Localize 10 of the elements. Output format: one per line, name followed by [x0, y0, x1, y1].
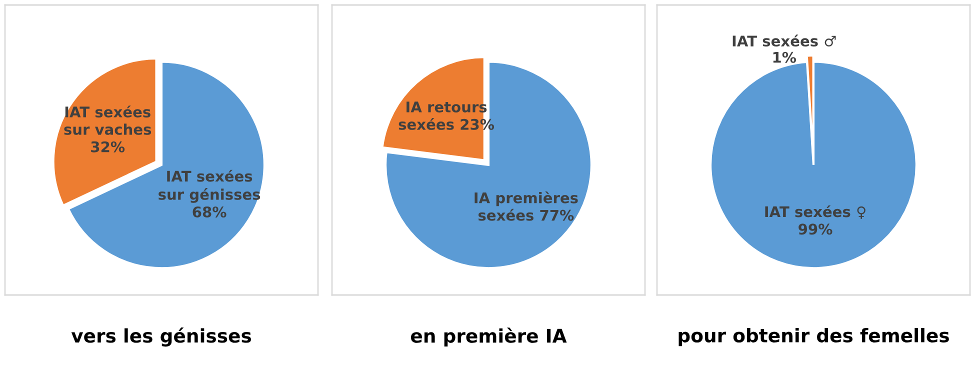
data-label: 32%	[91, 141, 125, 152]
slice-label: IAT sexées ♂	[732, 34, 836, 47]
slice-label: IAT sexées ♀	[765, 205, 866, 219]
text: pour obtenir des femelles	[678, 328, 949, 346]
data-label: 99%	[798, 224, 832, 235]
slice-label: IA premières sexées 77%	[474, 191, 578, 221]
text: vers les génisses	[71, 328, 252, 347]
data-label: 68%	[192, 206, 226, 218]
text: en première IA	[410, 328, 567, 346]
data-label: 1%	[773, 52, 796, 63]
